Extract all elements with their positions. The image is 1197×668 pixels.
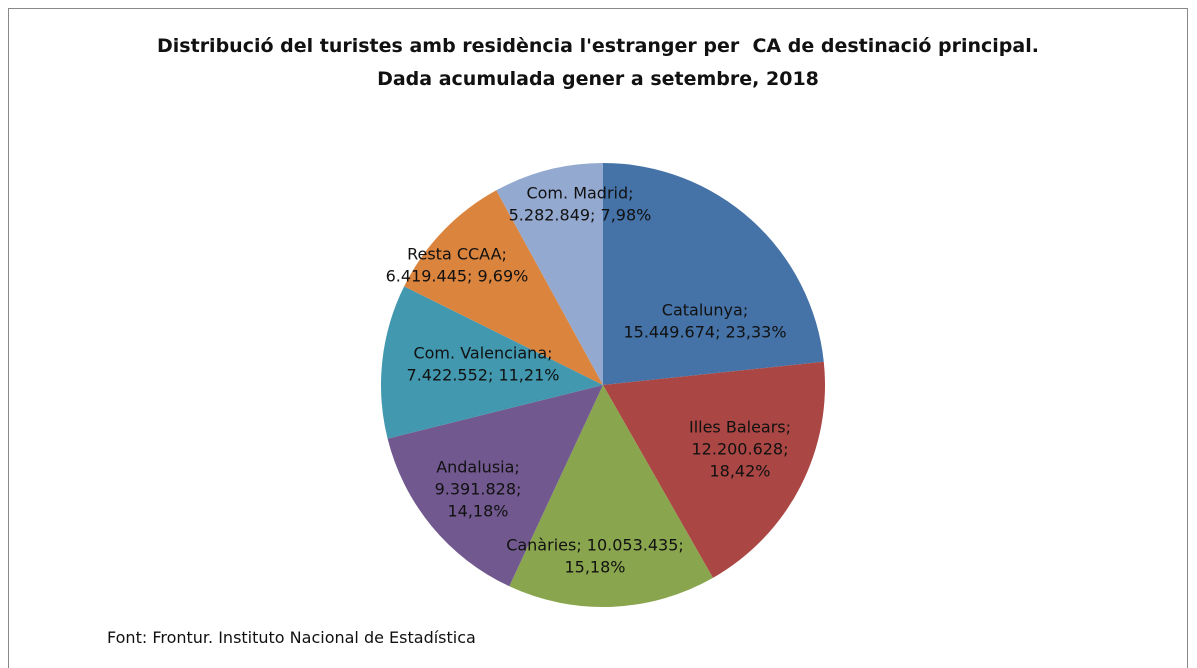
- data-label: Catalunya;: [662, 301, 748, 320]
- data-label: 18,42%: [709, 462, 770, 481]
- source-note: Font: Frontur. Instituto Nacional de Est…: [107, 628, 476, 647]
- data-label: 5.282.849; 7,98%: [509, 206, 652, 225]
- data-label: Com. Madrid;: [526, 184, 633, 203]
- data-label: 15.449.674; 23,33%: [623, 323, 786, 342]
- pie-slice: [509, 385, 713, 607]
- chart-frame: [8, 8, 1188, 668]
- pie-slice: [603, 163, 824, 385]
- pie-slice: [496, 163, 603, 385]
- data-label: 7.422.552; 11,21%: [407, 366, 560, 385]
- data-label: Andalusia;: [436, 458, 520, 477]
- pie-slice: [387, 385, 603, 587]
- pie-slice: [603, 361, 825, 578]
- chart-title: Distribució del turistes amb residència …: [157, 35, 1046, 90]
- data-label: Illes Balears;: [689, 418, 791, 437]
- data-label: 12.200.628;: [692, 440, 789, 459]
- data-label: Com. Valenciana;: [413, 344, 552, 363]
- data-label: 14,18%: [447, 502, 508, 521]
- data-label: 9.391.828;: [435, 480, 522, 499]
- data-label: 15,18%: [564, 558, 625, 577]
- pie-slice: [404, 190, 603, 385]
- data-label: Resta CCAA;: [407, 245, 507, 264]
- pie-slice: [381, 286, 603, 439]
- data-label: Canàries; 10.053.435;: [506, 536, 684, 555]
- data-label: 6.419.445; 9,69%: [386, 267, 529, 286]
